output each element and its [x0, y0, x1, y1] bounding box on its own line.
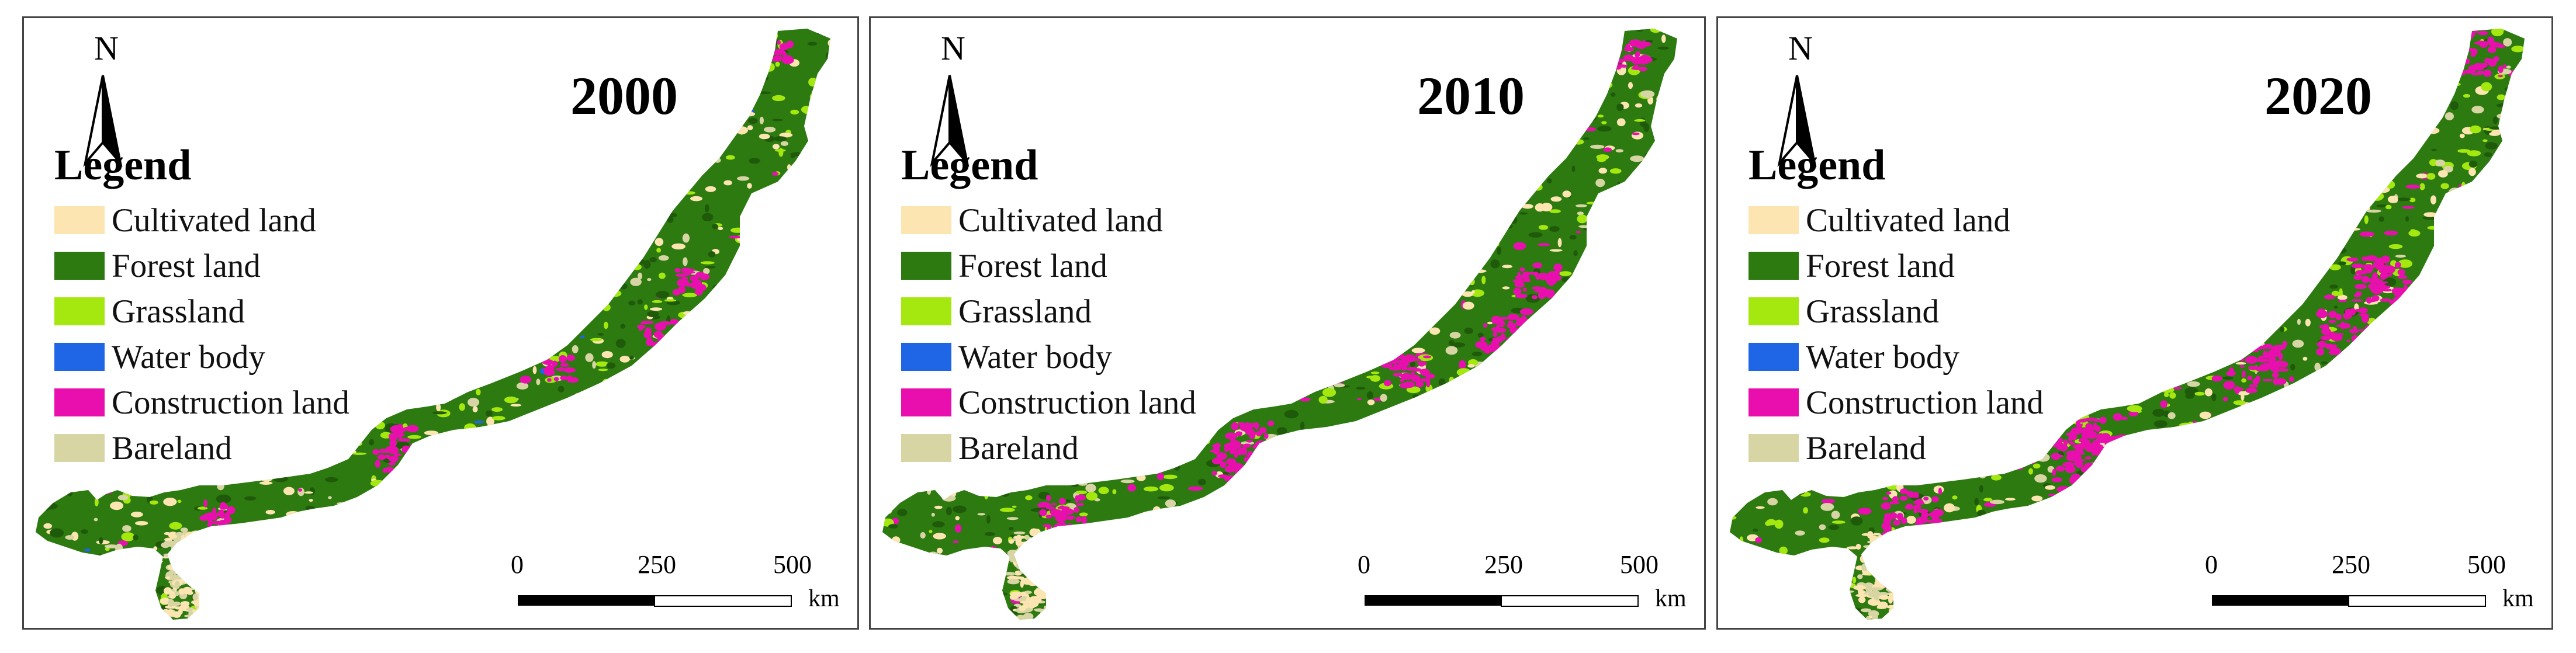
legend: Legend Cultivated land Forest land Grass… [901, 144, 1196, 471]
legend-swatch [54, 206, 105, 234]
legend-swatch [54, 297, 105, 325]
scale-tick: 250 [1484, 550, 1523, 579]
legend-swatch [901, 388, 951, 416]
legend-label: Water body [1806, 338, 1959, 376]
legend-label: Cultivated land [1806, 202, 2010, 239]
legend-item: Grassland [1749, 289, 2044, 334]
legend-item: Forest land [901, 243, 1196, 289]
north-arrow-icon: N [74, 29, 132, 175]
legend-swatch [1749, 252, 1799, 280]
legend-item: Cultivated land [1749, 197, 2044, 243]
scale-tick: 0 [1358, 550, 1370, 579]
legend-swatch [901, 343, 951, 371]
scale-bar: 0 250 500 km [1358, 550, 1687, 614]
scale-bar-black [1365, 595, 1501, 606]
scale-tick: 250 [2332, 550, 2370, 579]
legend-label: Forest land [958, 247, 1107, 284]
scale-bar-white [2348, 595, 2486, 607]
legend-label: Bareland [1806, 429, 1926, 467]
legend-swatch [1749, 434, 1799, 462]
legend-item: Grassland [901, 289, 1196, 334]
year-label: 2000 [570, 66, 678, 126]
coastline-map [1730, 29, 2525, 620]
legend-title: Legend [54, 141, 192, 189]
map-panel-2020: N 2020 Legend Cultivated land Forest lan… [1716, 16, 2553, 630]
legend-item: Bareland [54, 425, 349, 471]
legend-label: Water body [112, 338, 265, 376]
year-label: 2010 [1417, 66, 1525, 126]
coastline-map [882, 29, 1677, 620]
legend-item: Bareland [1749, 425, 2044, 471]
legend-item: Construction land [54, 380, 349, 425]
legend-item: Water body [54, 334, 349, 380]
legend-swatch [901, 206, 951, 234]
map-panel-2000: N 2000 Legend Cultivated land Forest lan… [22, 16, 859, 630]
scale-tick: 500 [1620, 550, 1659, 579]
scale-tick: 0 [511, 550, 524, 579]
legend-label: Cultivated land [112, 202, 316, 239]
legend-item: Bareland [901, 425, 1196, 471]
scale-bar-white [1501, 595, 1639, 607]
legend-item: Construction land [901, 380, 1196, 425]
legend-label: Construction land [112, 384, 349, 421]
legend-label: Forest land [112, 247, 261, 284]
legend-item: Grassland [54, 289, 349, 334]
legend-item: Cultivated land [54, 197, 349, 243]
legend-swatch [54, 252, 105, 280]
north-arrow-label: N [1788, 29, 1813, 67]
legend-swatch [901, 434, 951, 462]
scale-unit: km [1655, 585, 1687, 612]
legend-label: Cultivated land [958, 202, 1163, 239]
scale-bar: 0 250 500 km [2205, 550, 2534, 614]
legend-label: Grassland [112, 293, 245, 330]
legend-label: Grassland [958, 293, 1092, 330]
legend-item: Water body [901, 334, 1196, 380]
legend-item: Construction land [1749, 380, 2044, 425]
legend-label: Grassland [1806, 293, 1939, 330]
legend-label: Forest land [1806, 247, 1955, 284]
legend-title: Legend [901, 141, 1038, 189]
legend-swatch [1749, 297, 1799, 325]
legend-item: Forest land [1749, 243, 2044, 289]
scale-unit: km [808, 585, 840, 612]
legend-swatch [1749, 206, 1799, 234]
map-panel-2010: N 2010 Legend Cultivated land Forest lan… [869, 16, 1706, 630]
legend-item: Forest land [54, 243, 349, 289]
legend-swatch [901, 252, 951, 280]
legend: Legend Cultivated land Forest land Grass… [1749, 144, 2044, 471]
legend-swatch [54, 388, 105, 416]
land-area [1730, 29, 2525, 620]
legend-item: Cultivated land [901, 197, 1196, 243]
legend-label: Bareland [958, 429, 1079, 467]
legend-swatch [1749, 388, 1799, 416]
north-arrow-label: N [94, 29, 119, 67]
scale-unit: km [2502, 585, 2534, 612]
legend-swatch [901, 297, 951, 325]
coastline-map [36, 29, 830, 620]
scale-bar-black [2212, 595, 2348, 606]
legend-swatch [54, 343, 105, 371]
scale-tick: 250 [638, 550, 676, 579]
legend-label: Bareland [112, 429, 232, 467]
north-arrow-icon: N [1768, 29, 1826, 175]
legend-swatch [54, 434, 105, 462]
scale-bar-black [518, 595, 654, 606]
scale-tick: 500 [773, 550, 812, 579]
legend-swatch [1749, 343, 1799, 371]
scale-tick: 500 [2467, 550, 2506, 579]
scale-tick: 0 [2205, 550, 2218, 579]
north-arrow-label: N [941, 29, 965, 67]
legend-label: Construction land [1806, 384, 2044, 421]
legend-label: Construction land [958, 384, 1196, 421]
year-label: 2020 [2265, 66, 2372, 126]
legend-label: Water body [958, 338, 1112, 376]
north-arrow-icon: N [920, 29, 979, 175]
legend: Legend Cultivated land Forest land Grass… [54, 144, 349, 471]
scale-bar-white [654, 595, 792, 607]
legend-title: Legend [1749, 141, 1886, 189]
scale-bar: 0 250 500 km [511, 550, 840, 614]
legend-item: Water body [1749, 334, 2044, 380]
